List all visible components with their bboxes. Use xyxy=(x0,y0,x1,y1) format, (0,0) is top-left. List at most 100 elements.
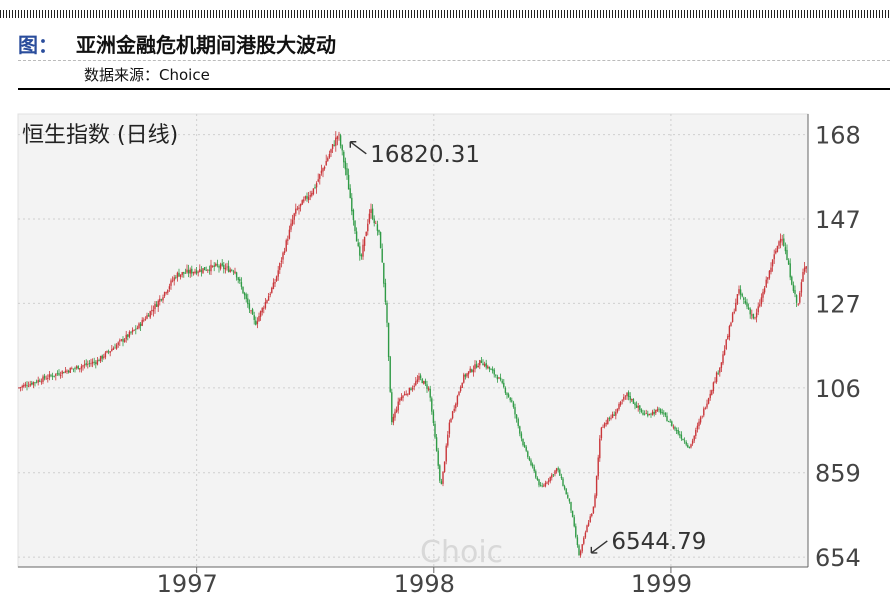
candle-body xyxy=(325,161,327,166)
candle-body xyxy=(83,364,86,366)
candle-body xyxy=(144,319,147,320)
candle-body xyxy=(181,272,183,275)
candle-body xyxy=(272,282,275,289)
candle-body xyxy=(800,282,803,293)
candle-body xyxy=(531,464,534,467)
candle-body xyxy=(795,295,798,303)
candle-body xyxy=(536,477,539,480)
candle-body xyxy=(765,279,767,288)
candle-body xyxy=(98,360,100,362)
candle-body xyxy=(288,229,291,239)
candle-body xyxy=(293,213,295,220)
candle-body xyxy=(626,392,628,397)
candle-body xyxy=(551,474,553,478)
candle-body xyxy=(637,406,639,408)
candle-body xyxy=(227,265,230,272)
candle-body xyxy=(163,292,166,297)
candle-body xyxy=(127,334,129,337)
candle-body xyxy=(239,278,241,282)
candle-body xyxy=(435,437,438,451)
candle-body xyxy=(109,351,111,353)
candle-body xyxy=(112,348,115,350)
candle-body xyxy=(339,135,342,146)
candle-body xyxy=(701,415,703,417)
candle-body xyxy=(579,551,582,556)
candle-body xyxy=(18,387,20,389)
candle-body xyxy=(247,298,249,305)
candle-body xyxy=(165,292,167,294)
candle-body xyxy=(411,387,414,390)
candle-body xyxy=(146,315,148,319)
candle-body xyxy=(779,238,782,243)
candle-body xyxy=(383,262,385,284)
candle-body xyxy=(715,372,718,382)
candle-body xyxy=(687,445,689,448)
candle-body xyxy=(552,474,555,476)
candle-body xyxy=(434,423,436,438)
candle-body xyxy=(216,264,219,266)
candle-body xyxy=(698,421,700,427)
annotation-arrow xyxy=(590,540,608,554)
candle-body xyxy=(621,400,623,402)
candle-body xyxy=(77,365,79,370)
candle-body xyxy=(347,174,350,190)
candle-body xyxy=(517,418,519,426)
candle-body xyxy=(739,289,742,295)
candle-body xyxy=(323,166,326,169)
candle-body xyxy=(120,339,123,341)
candle-body xyxy=(103,356,105,358)
candle-body xyxy=(375,222,377,224)
candle-body xyxy=(731,313,734,322)
candle-body xyxy=(669,421,671,423)
candle-body xyxy=(75,366,78,368)
candle-body xyxy=(773,254,775,260)
candle-body xyxy=(615,411,617,416)
candle-body xyxy=(122,338,124,342)
candle-body xyxy=(776,245,779,252)
candle-body xyxy=(271,287,273,293)
candle-body xyxy=(680,434,683,439)
candle-body xyxy=(565,488,567,495)
candle-body xyxy=(183,271,185,274)
candle-body xyxy=(171,280,174,282)
candle-body xyxy=(679,434,681,436)
candle-body xyxy=(547,480,550,482)
candle-body xyxy=(527,451,529,457)
candle-body xyxy=(87,364,89,365)
candle-body xyxy=(211,265,214,267)
candle-body xyxy=(463,374,465,383)
candle-body xyxy=(573,517,575,527)
candle-body xyxy=(439,465,441,481)
candle-body xyxy=(451,411,454,419)
x-tick-label: 1997 xyxy=(157,570,218,598)
candle-body xyxy=(803,267,806,272)
candle-body xyxy=(51,375,54,377)
candle-body xyxy=(299,203,302,207)
candle-body xyxy=(53,375,55,377)
candle-body xyxy=(71,368,73,370)
candle-body xyxy=(639,405,641,410)
candle-body xyxy=(55,373,57,376)
candle-body xyxy=(453,408,455,412)
candle-body xyxy=(311,193,313,196)
candle-body xyxy=(525,446,527,451)
candle-body xyxy=(752,313,755,319)
candle-body xyxy=(605,423,607,425)
candle-body xyxy=(341,145,343,151)
candle-body xyxy=(584,532,587,538)
candle-body xyxy=(296,208,299,210)
candle-body xyxy=(309,195,311,197)
candle-body xyxy=(432,411,435,423)
candle-body xyxy=(563,486,566,489)
candle-body xyxy=(362,244,364,257)
candle-body xyxy=(538,479,540,486)
candle-body xyxy=(544,482,547,487)
candle-body xyxy=(691,440,694,444)
candle-body xyxy=(802,271,804,282)
candle-body xyxy=(223,265,225,269)
candle-body xyxy=(359,246,361,256)
candle-body xyxy=(610,417,612,419)
candle-body xyxy=(333,144,335,146)
candle-body xyxy=(149,311,151,318)
candle-body xyxy=(26,385,28,387)
